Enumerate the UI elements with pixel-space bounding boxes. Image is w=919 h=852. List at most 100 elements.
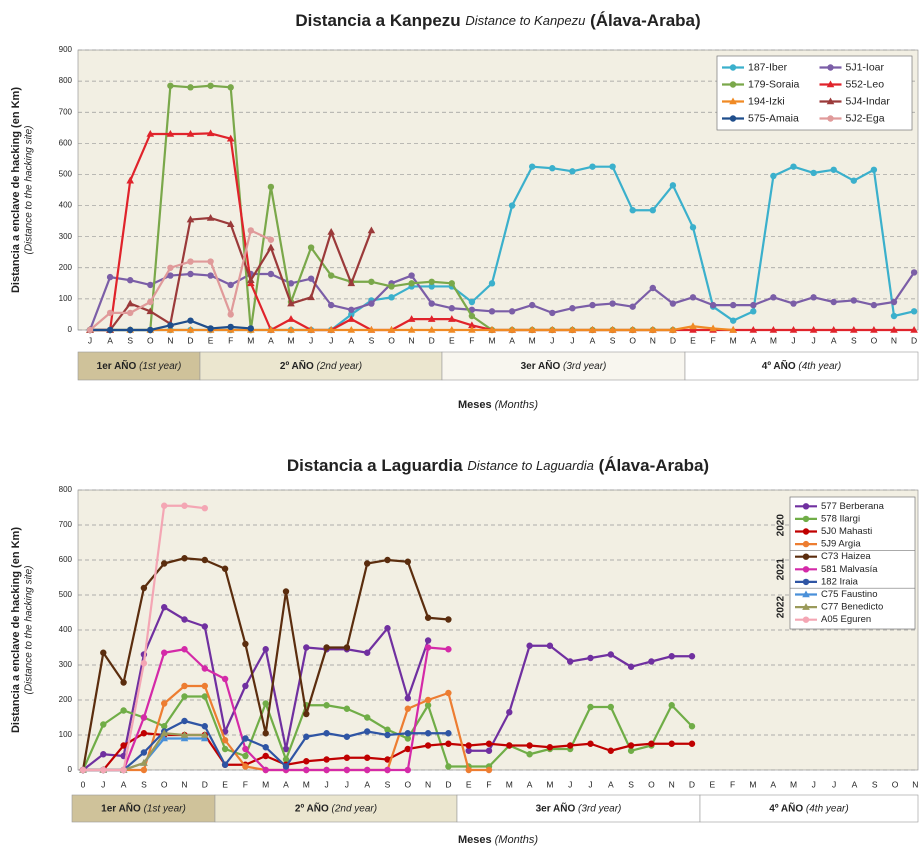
data-point <box>587 654 594 662</box>
x-tick-label: F <box>243 779 248 789</box>
data-point <box>140 730 148 737</box>
data-point <box>79 766 87 774</box>
x-tick-label: M <box>303 779 310 789</box>
data-point <box>160 729 168 737</box>
legend-label: 581 Malvasía <box>821 564 878 575</box>
year-label: 4º AÑO (4th year) <box>762 359 841 372</box>
year-label-main: 1er AÑO <box>101 801 141 814</box>
x-axis-label-en: (Months) <box>495 399 539 411</box>
title-region: (Álava-Araba) <box>599 456 710 475</box>
legend-swatch-marker <box>802 616 810 623</box>
data-point <box>408 280 415 287</box>
data-point <box>303 710 310 718</box>
data-point <box>546 744 554 751</box>
data-point <box>364 560 371 567</box>
x-axis-label: Meses (Months) <box>458 834 538 846</box>
year-label: 4º AÑO (4th year) <box>769 801 848 814</box>
x-tick-label: A <box>527 779 533 789</box>
data-point <box>648 658 655 665</box>
data-point <box>146 130 155 137</box>
data-point <box>607 747 614 754</box>
year-label: 2º AÑO (2nd year) <box>280 359 362 372</box>
data-point <box>428 283 435 290</box>
data-point <box>424 730 432 737</box>
data-point <box>226 134 235 142</box>
legend-label: 182 Iraia <box>821 576 859 587</box>
legend-swatch-marker <box>802 578 810 586</box>
y-tick-label: 500 <box>59 170 73 179</box>
year-label-main: 2º AÑO <box>280 359 314 372</box>
data-point <box>587 740 594 747</box>
year-band <box>214 794 458 823</box>
data-point <box>167 264 174 271</box>
data-point <box>688 653 696 660</box>
data-point <box>364 714 371 721</box>
year-label-main: 3er AÑO <box>536 801 576 814</box>
data-point <box>181 717 188 725</box>
year-label-main: 4º AÑO <box>769 801 803 814</box>
legend-label: 552-Leo <box>846 78 885 90</box>
year-label-main: 1er AÑO <box>97 359 137 372</box>
x-tick-label: A <box>348 335 354 345</box>
x-tick-label: J <box>791 335 795 345</box>
x-tick-label: E <box>690 335 696 345</box>
data-point <box>549 165 556 172</box>
data-point <box>201 505 208 512</box>
legend-year: 2021 <box>776 558 787 581</box>
data-point <box>323 766 330 774</box>
data-point <box>323 756 330 763</box>
data-point <box>629 207 636 214</box>
data-point <box>445 740 452 747</box>
data-point <box>485 766 493 774</box>
data-point <box>343 766 351 774</box>
data-point <box>127 277 134 284</box>
x-tick-label: A <box>590 335 596 345</box>
x-tick-label: J <box>550 335 554 345</box>
legend-swatch-marker <box>802 503 810 510</box>
data-point <box>567 658 574 665</box>
title-en: Distance to Kanpezu <box>465 13 585 28</box>
year-label: 3er AÑO (3rd year) <box>521 359 607 372</box>
data-point <box>307 275 315 282</box>
data-point <box>689 326 697 333</box>
year-label-en: (4th year) <box>798 361 841 372</box>
data-point <box>303 733 310 740</box>
data-point <box>368 300 375 307</box>
legend-swatch-marker <box>802 553 810 560</box>
legend-swatch-marker <box>729 115 737 122</box>
data-point <box>809 326 818 333</box>
data-point <box>120 766 127 774</box>
legend-label: 5J0 Mahasti <box>821 526 872 537</box>
data-point <box>140 660 148 667</box>
x-tick-label: N <box>181 779 187 789</box>
x-tick-label: O <box>404 779 411 789</box>
data-point <box>810 294 817 301</box>
year-label-en: (3rd year) <box>578 803 621 814</box>
data-point <box>147 326 154 334</box>
x-tick-label: O <box>871 335 878 345</box>
data-point <box>347 315 356 322</box>
year-label: 1er AÑO (1st year) <box>97 359 182 372</box>
data-point <box>506 742 513 749</box>
data-point <box>206 129 215 137</box>
data-point <box>870 326 878 333</box>
data-point <box>242 763 249 770</box>
data-point <box>147 281 154 289</box>
legend-label: C77 Benedicto <box>821 602 883 613</box>
data-point <box>242 735 249 742</box>
data-point <box>323 730 330 737</box>
data-point <box>140 766 148 774</box>
data-point <box>387 326 396 333</box>
data-point <box>167 82 174 89</box>
data-point <box>770 172 777 180</box>
data-point <box>485 747 493 754</box>
data-point <box>870 301 878 309</box>
data-point <box>187 258 194 265</box>
x-tick-label: N <box>167 335 173 345</box>
data-point <box>668 653 675 660</box>
data-point <box>608 326 617 333</box>
legend-swatch-marker <box>826 80 835 88</box>
data-point <box>770 294 777 301</box>
year-label-main: 3er AÑO <box>521 359 561 372</box>
y-axis-sublabel: (Distance to the hacking site) <box>24 126 35 255</box>
